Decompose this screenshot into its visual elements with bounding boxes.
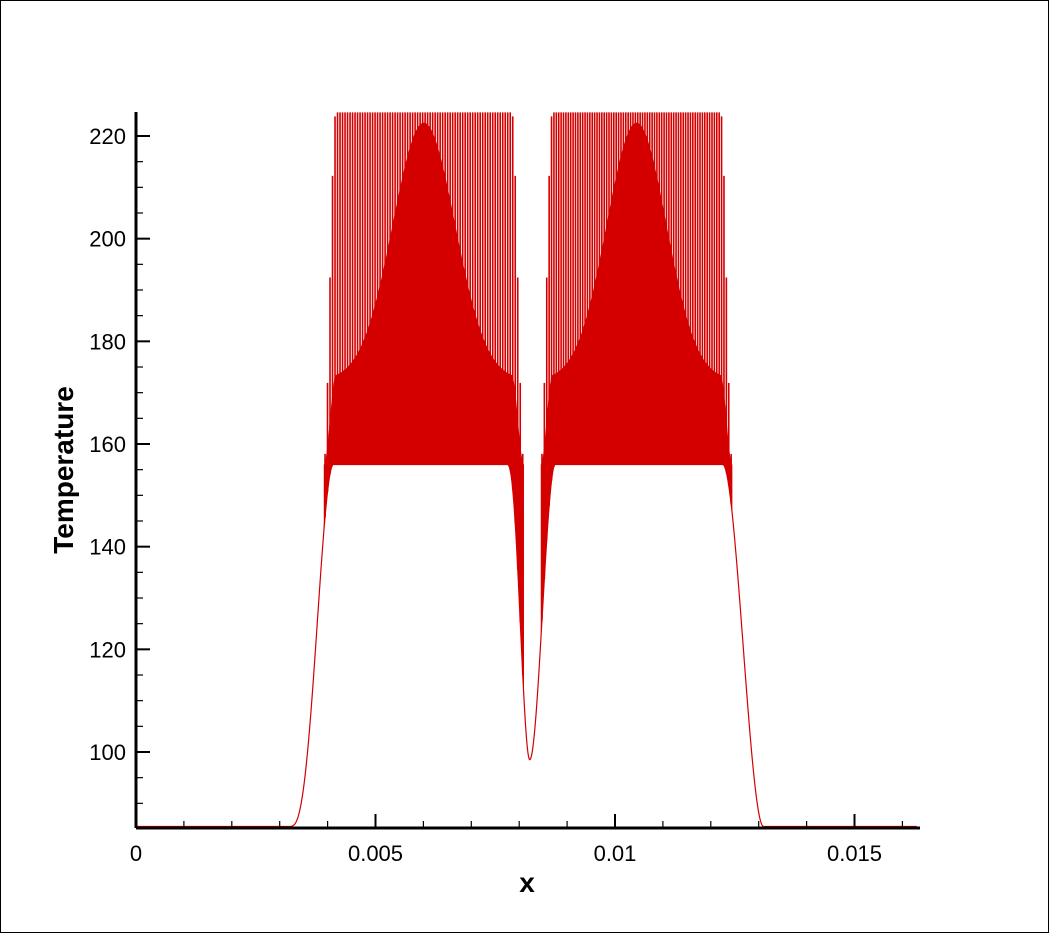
y-tick-label: 180	[89, 329, 126, 354]
y-tick-label: 140	[89, 535, 126, 560]
y-tick-label: 220	[89, 124, 126, 149]
axes: 0 0.005 0.01 0.015 100 120 140 160 180 200 220	[89, 112, 920, 866]
x-tick-label: 0.005	[348, 841, 403, 866]
y-tick-label: 160	[89, 432, 126, 457]
x-axis-title: x	[519, 867, 535, 898]
oscillation-fill	[540, 122, 733, 642]
x-tick-label: 0.015	[827, 841, 882, 866]
plot-area	[136, 112, 917, 828]
temperature-curve	[136, 463, 917, 828]
y-tick-label: 120	[89, 637, 126, 662]
y-tick-label: 100	[89, 740, 126, 765]
y-tick-label: 200	[89, 227, 126, 252]
y-axis-title: Temperature	[48, 386, 79, 554]
oscillation-band-1	[323, 112, 524, 700]
oscillation-fill	[323, 122, 524, 700]
x-tick-label: 0	[130, 841, 142, 866]
x-tick-label: 0.01	[594, 841, 637, 866]
oscillation-band-2	[540, 112, 733, 642]
